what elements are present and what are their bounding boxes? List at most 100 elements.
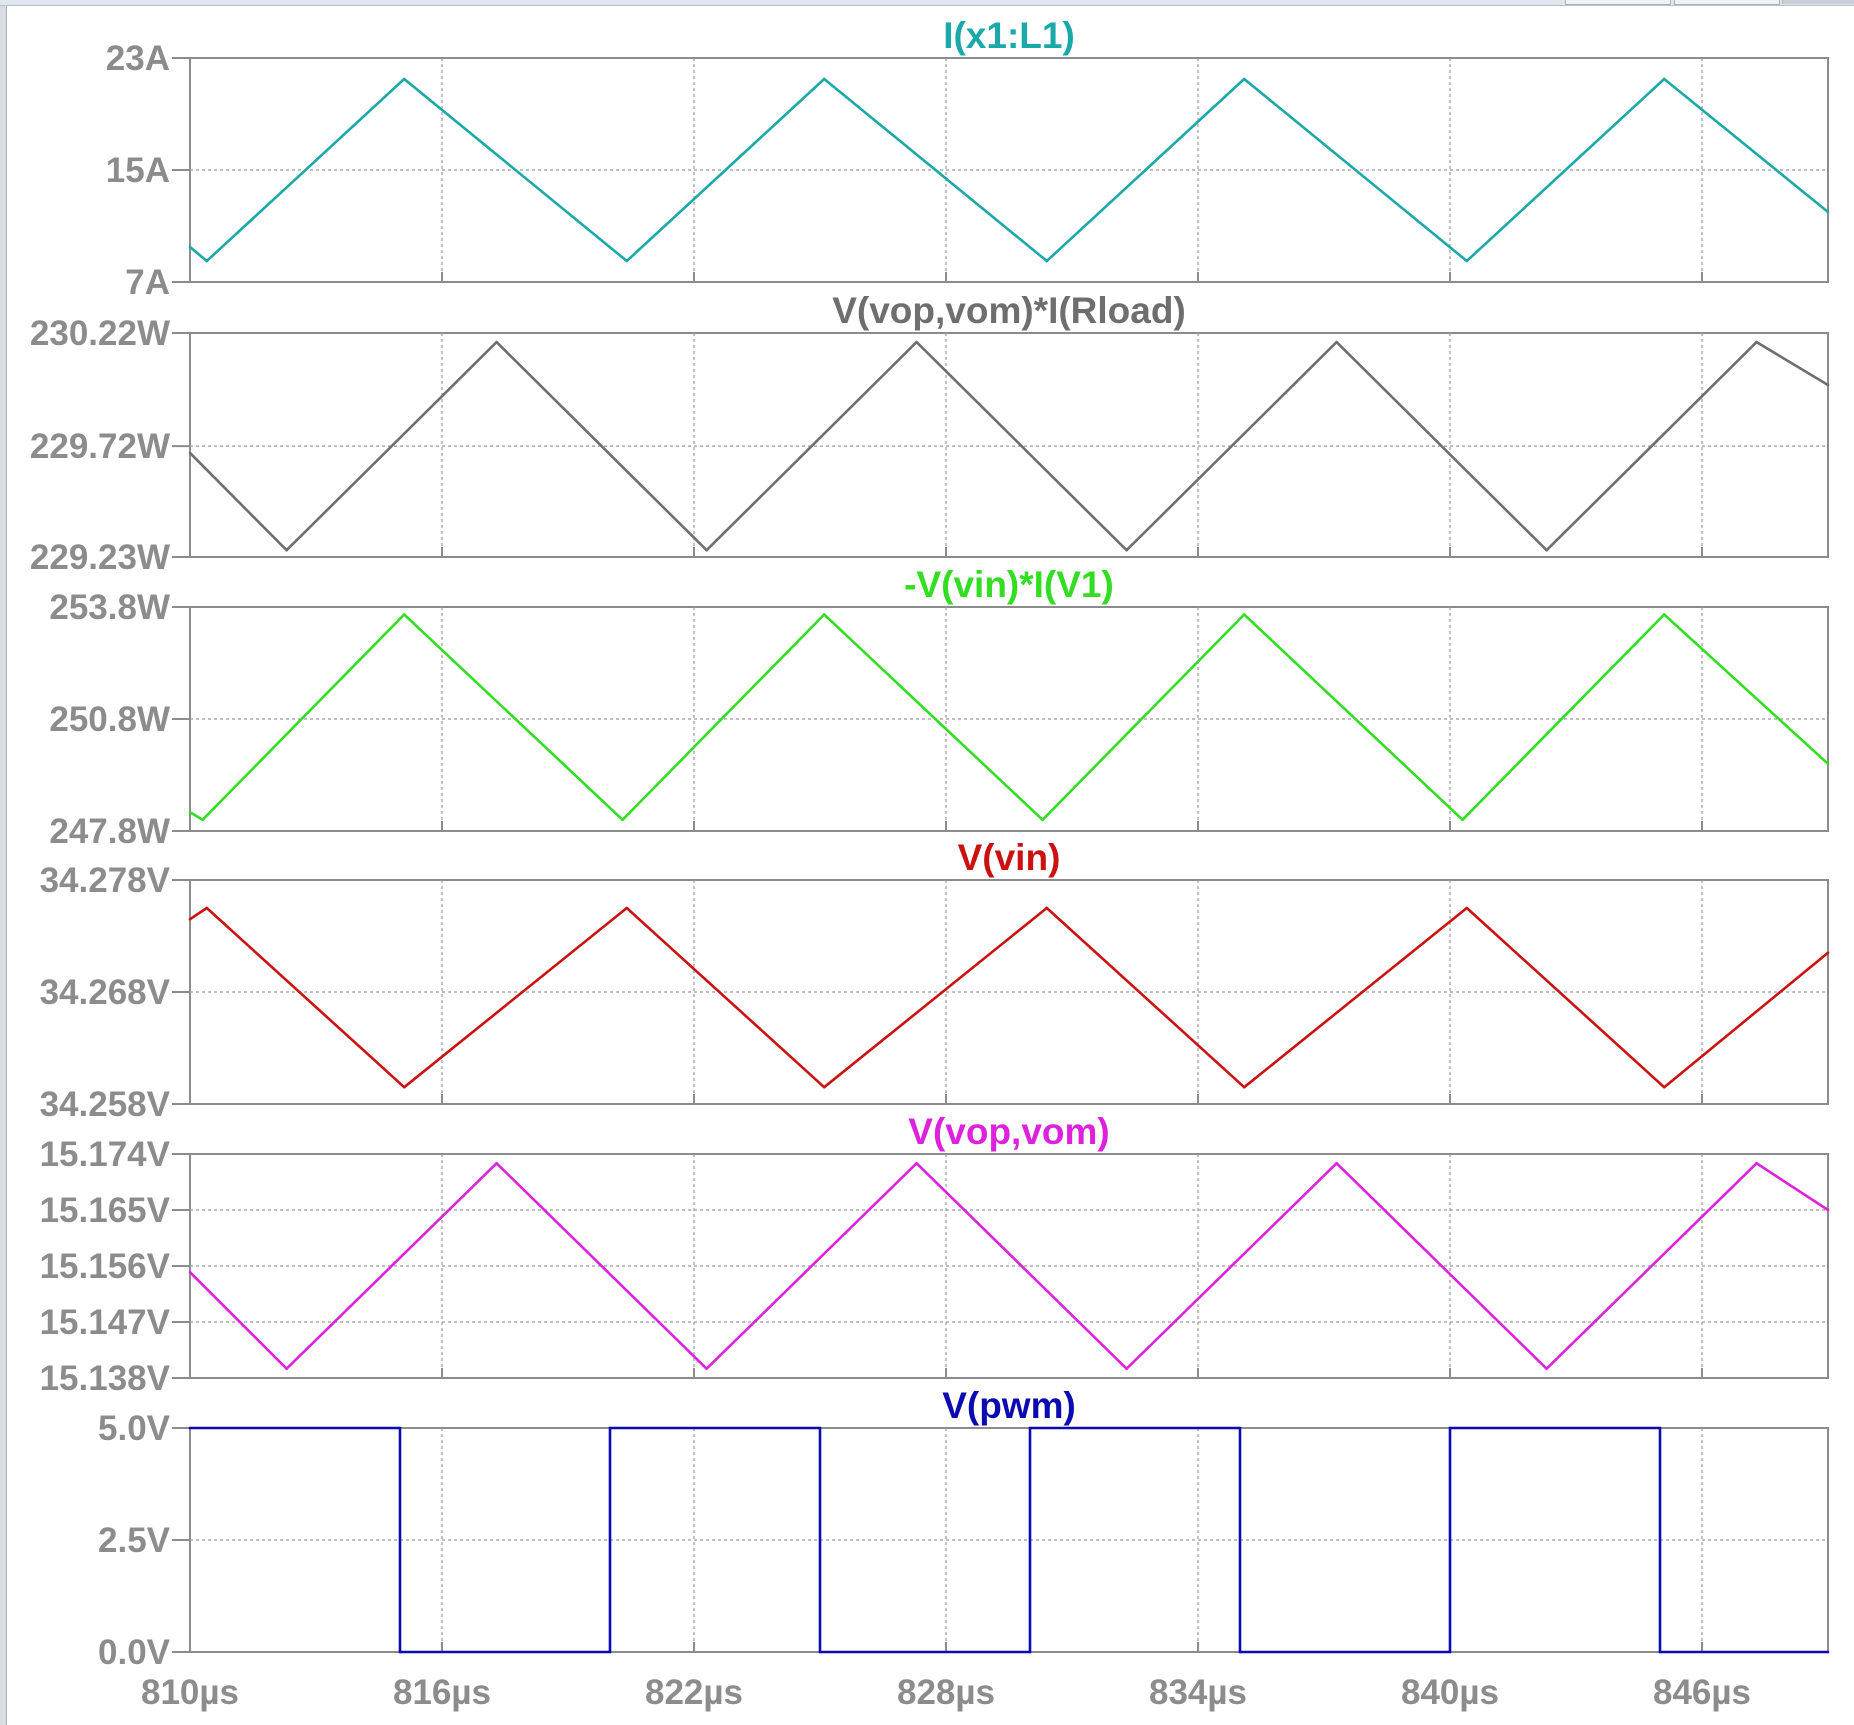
trace-point bbox=[188, 451, 192, 455]
trace-point bbox=[188, 245, 192, 249]
trace-point bbox=[1662, 1085, 1666, 1089]
trace-point bbox=[1242, 77, 1246, 81]
trace-point bbox=[1662, 613, 1666, 616]
y-tick-label: 15.165V bbox=[40, 1191, 171, 1230]
trace-line bbox=[189, 906, 1829, 1089]
trace-point bbox=[398, 1426, 402, 1430]
window-top-edge bbox=[0, 0, 1854, 6]
y-tick-label: 0.0V bbox=[98, 1633, 171, 1672]
y-tick-label: 5.0V bbox=[98, 1409, 171, 1448]
trace-point bbox=[1028, 1426, 1032, 1430]
trace-point bbox=[1045, 906, 1049, 910]
trace-point bbox=[398, 1650, 402, 1654]
panel-title: -V(vin)*I(V1) bbox=[904, 564, 1114, 605]
y-tick-label: 7A bbox=[125, 263, 170, 302]
trace-point bbox=[201, 818, 204, 822]
trace-line bbox=[189, 77, 1829, 263]
y-tick-label: 15A bbox=[106, 151, 170, 190]
trace-point bbox=[608, 1426, 612, 1430]
window-control-button[interactable] bbox=[1674, 0, 1780, 5]
panel-title: V(pwm) bbox=[942, 1385, 1076, 1426]
trace-point bbox=[1826, 383, 1830, 387]
trace-point bbox=[1545, 1367, 1548, 1370]
y-tick-label: 229.72W bbox=[30, 427, 170, 466]
trace-point bbox=[1461, 818, 1464, 822]
trace-point bbox=[625, 259, 629, 263]
trace-point bbox=[1658, 1426, 1662, 1430]
panel-frame bbox=[189, 332, 1829, 558]
trace-point bbox=[1448, 1426, 1452, 1430]
trace-point bbox=[1755, 340, 1758, 344]
x-tick-label: 828µs bbox=[897, 1673, 995, 1712]
trace-point bbox=[621, 818, 624, 822]
trace-point bbox=[1242, 1085, 1246, 1089]
trace-point bbox=[1028, 1650, 1032, 1654]
y-tick-label: 15.174V bbox=[40, 1135, 171, 1174]
trace-point bbox=[495, 1162, 498, 1165]
y-tick-label: 23A bbox=[106, 39, 170, 78]
trace-point bbox=[495, 340, 498, 344]
trace-point bbox=[915, 1162, 918, 1165]
y-tick-label: 247.8W bbox=[49, 812, 170, 851]
trace-point bbox=[1662, 77, 1666, 81]
trace-point bbox=[188, 811, 192, 814]
trace-point bbox=[402, 77, 406, 81]
trace-point bbox=[188, 1426, 192, 1430]
y-tick-label: 15.138V bbox=[40, 1359, 171, 1398]
trace-point bbox=[1335, 340, 1338, 344]
trace-point bbox=[205, 259, 209, 263]
trace-point bbox=[1238, 1650, 1242, 1654]
trace-point bbox=[1041, 818, 1044, 822]
trace-line bbox=[189, 613, 1829, 822]
window-control-button[interactable] bbox=[1782, 0, 1854, 4]
x-tick-label: 834µs bbox=[1149, 1673, 1247, 1712]
trace-point bbox=[285, 1367, 288, 1370]
trace-line bbox=[190, 1426, 1828, 1654]
trace-line bbox=[189, 1162, 1829, 1370]
trace-point bbox=[188, 1270, 192, 1274]
window-control-button[interactable] bbox=[1565, 0, 1671, 5]
trace-point bbox=[608, 1650, 612, 1654]
trace-point bbox=[1242, 613, 1246, 616]
panel-title: I(x1:L1) bbox=[943, 15, 1075, 56]
y-tick-label: 253.8W bbox=[49, 588, 170, 627]
panel-title: V(vop,vom) bbox=[908, 1111, 1109, 1152]
panel-title: V(vin) bbox=[958, 837, 1061, 878]
trace-point bbox=[818, 1426, 822, 1430]
trace-point bbox=[1465, 906, 1469, 910]
x-tick-label: 816µs bbox=[393, 1673, 491, 1712]
trace-point bbox=[1045, 259, 1049, 263]
trace-point bbox=[705, 548, 708, 552]
y-tick-label: 250.8W bbox=[49, 700, 170, 739]
trace-point bbox=[285, 548, 288, 552]
trace-point bbox=[1826, 951, 1830, 955]
trace-point bbox=[915, 340, 918, 344]
trace-point bbox=[1826, 1650, 1830, 1654]
trace-point bbox=[1465, 259, 1469, 263]
trace-point bbox=[1545, 548, 1548, 552]
trace-point bbox=[705, 1367, 708, 1370]
trace-point bbox=[822, 1085, 826, 1089]
y-tick-label: 15.156V bbox=[40, 1247, 171, 1286]
trace-point bbox=[1335, 1162, 1338, 1165]
trace-point bbox=[1125, 1367, 1128, 1370]
y-tick-label: 34.278V bbox=[40, 861, 171, 900]
trace-point bbox=[822, 613, 826, 616]
trace-point bbox=[1826, 1208, 1830, 1212]
trace-point bbox=[1125, 548, 1128, 552]
y-tick-label: 229.23W bbox=[30, 538, 170, 577]
window-left-edge bbox=[0, 0, 7, 1725]
trace-point bbox=[1448, 1650, 1452, 1654]
trace-point bbox=[1826, 762, 1830, 766]
y-tick-label: 15.147V bbox=[40, 1303, 171, 1342]
x-tick-label: 822µs bbox=[645, 1673, 743, 1712]
trace-point bbox=[818, 1650, 822, 1654]
panel-title: V(vop,vom)*I(Rload) bbox=[832, 290, 1186, 331]
y-tick-label: 2.5V bbox=[98, 1521, 171, 1560]
trace-point bbox=[205, 906, 209, 910]
trace-line bbox=[189, 340, 1829, 552]
trace-point bbox=[822, 77, 826, 81]
trace-point bbox=[402, 613, 406, 616]
trace-point bbox=[1238, 1426, 1242, 1430]
